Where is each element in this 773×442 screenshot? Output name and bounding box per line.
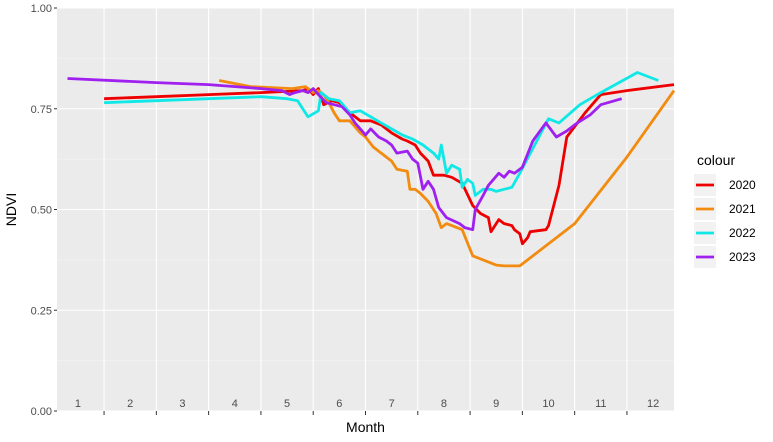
x-axis-title: Month xyxy=(346,419,385,435)
y-tick-label: 0.25 xyxy=(31,305,52,317)
month-label: 11 xyxy=(595,398,606,410)
legend-items: 2020 2021 2022 2023 xyxy=(694,174,756,268)
month-label: 12 xyxy=(647,398,659,410)
y-tick-label: 0.75 xyxy=(31,104,52,116)
month-label: 10 xyxy=(542,398,554,410)
month-label: 8 xyxy=(441,398,447,410)
legend-label-2021: 2021 xyxy=(729,202,756,216)
y-tick-label: 0.50 xyxy=(31,205,52,217)
month-labels: 1 2 3 4 5 6 7 8 9 10 11 12 xyxy=(75,398,659,410)
x-axis xyxy=(103,411,628,415)
y-axis: 0.00 0.25 0.50 0.75 1.00 xyxy=(31,3,57,418)
month-label: 5 xyxy=(284,398,290,410)
series-line-2022 xyxy=(104,71,659,197)
month-label: 4 xyxy=(232,398,238,410)
series-line-2023 xyxy=(67,77,623,232)
legend-title: colour xyxy=(697,152,735,168)
month-label: 1 xyxy=(75,398,81,410)
legend-label-2022: 2022 xyxy=(729,226,756,240)
legend-label-2020: 2020 xyxy=(729,178,756,192)
month-label: 9 xyxy=(493,398,499,410)
y-tick-label: 1.00 xyxy=(31,3,52,15)
grid-major xyxy=(57,7,674,412)
month-label: 3 xyxy=(179,398,185,410)
legend-label-2023: 2023 xyxy=(729,250,756,264)
month-label: 7 xyxy=(389,398,395,410)
y-tick-label: 0.00 xyxy=(31,406,52,418)
month-label: 6 xyxy=(336,398,342,410)
month-label: 2 xyxy=(127,398,133,410)
legend: colour 2020 2021 2022 2023 xyxy=(694,152,756,268)
y-axis-title: NDVI xyxy=(3,193,19,226)
series-lines xyxy=(67,71,676,268)
